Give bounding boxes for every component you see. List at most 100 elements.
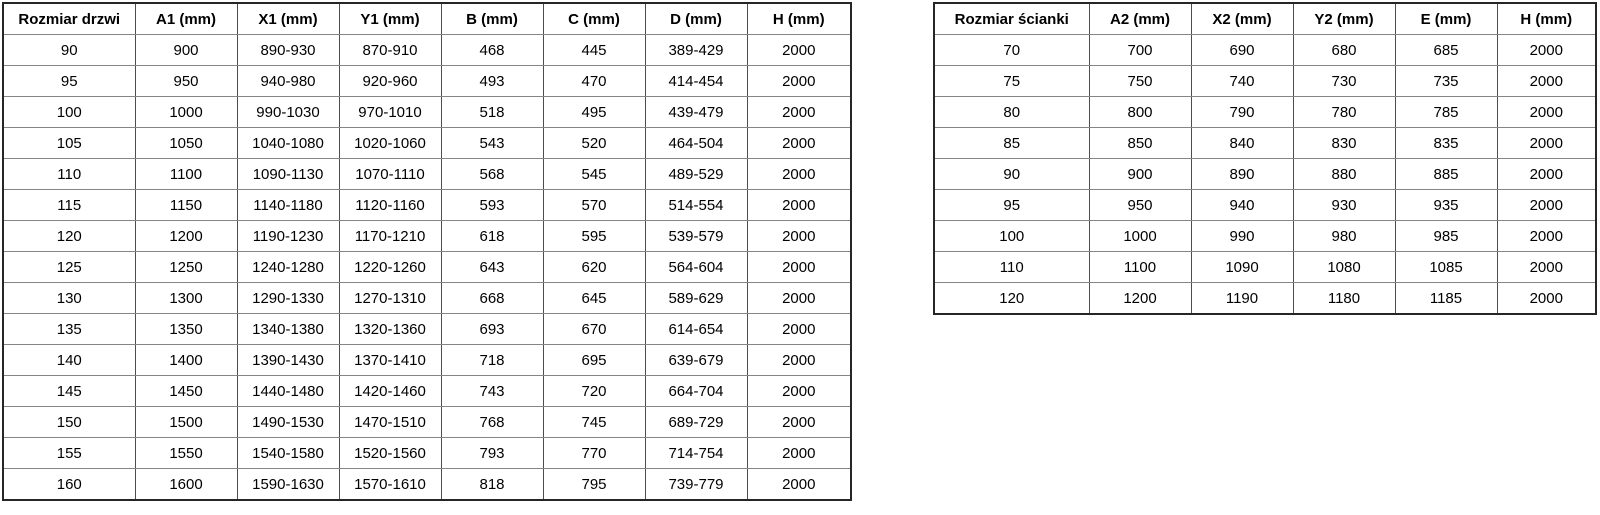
table-row: 120 1200 1190 1180 1185 2000 — [933, 282, 1597, 315]
table-cell: 940-980 — [236, 65, 340, 97]
header-row: Rozmiar ścianki A2 (mm) X2 (mm) Y2 (mm) E (m… — [933, 2, 1597, 35]
table-cell: 130 — [2, 282, 136, 314]
table-cell: 2000 — [746, 158, 852, 190]
table-cell: 570 — [542, 189, 646, 221]
table-cell: 880 — [1292, 158, 1396, 190]
table-cell: 920-960 — [338, 65, 442, 97]
table-cell: 614-654 — [644, 313, 748, 345]
table-cell: 2000 — [1496, 65, 1597, 97]
table-cell: 1390-1430 — [236, 344, 340, 376]
table-cell: 935 — [1394, 189, 1498, 221]
table-cell: 414-454 — [644, 65, 748, 97]
table-cell: 70 — [933, 34, 1090, 66]
table-cell: 735 — [1394, 65, 1498, 97]
table-cell: 2000 — [746, 220, 852, 252]
table-cell: 2000 — [746, 406, 852, 438]
table-cell: 695 — [542, 344, 646, 376]
door-table-body: 90 900 890-930 870-910 468 445 389-429 2000 95 95… — [2, 34, 852, 501]
table-cell: 145 — [2, 375, 136, 407]
table-row: 85 850 840 830 835 2000 — [933, 127, 1597, 159]
table-cell: 115 — [2, 189, 136, 221]
table-row: 95 950 940-980 920-960 493 470 414-454 2000 — [2, 65, 852, 97]
door-size-table: Rozmiar drzwi A1 (mm) X1 (mm) Y1 (mm) B (mm)… — [2, 2, 852, 501]
column-header: C (mm) — [542, 2, 646, 35]
wall-size-table: Rozmiar ścianki A2 (mm) X2 (mm) Y2 (mm) E (m… — [933, 2, 1597, 315]
table-cell: 95 — [2, 65, 136, 97]
table-cell: 970-1010 — [338, 96, 442, 128]
table-cell: 745 — [542, 406, 646, 438]
table-cell: 489-529 — [644, 158, 748, 190]
table-cell: 155 — [2, 437, 136, 469]
table-cell: 1085 — [1394, 251, 1498, 283]
table-cell: 140 — [2, 344, 136, 376]
table-cell: 870-910 — [338, 34, 442, 66]
table-cell: 1270-1310 — [338, 282, 442, 314]
table-cell: 643 — [440, 251, 544, 283]
table-cell: 90 — [933, 158, 1090, 190]
table-cell: 793 — [440, 437, 544, 469]
table-cell: 720 — [542, 375, 646, 407]
table-cell: 890 — [1190, 158, 1294, 190]
table-cell: 1000 — [134, 96, 238, 128]
table-cell: 120 — [2, 220, 136, 252]
table-cell: 685 — [1394, 34, 1498, 66]
table-cell: 1200 — [1088, 282, 1192, 315]
table-cell: 1350 — [134, 313, 238, 345]
table-cell: 2000 — [746, 34, 852, 66]
table-row: 120 1200 1190-1230 1170-1210 618 595 539-579 20… — [2, 220, 852, 252]
table-cell: 2000 — [1496, 282, 1597, 315]
table-cell: 795 — [542, 468, 646, 501]
table-cell: 2000 — [746, 468, 852, 501]
column-header: H (mm) — [746, 2, 852, 35]
table-cell: 930 — [1292, 189, 1396, 221]
table-cell: 2000 — [1496, 251, 1597, 283]
table-row: 160 1600 1590-1630 1570-1610 818 795 739-779 20… — [2, 468, 852, 501]
table-cell: 545 — [542, 158, 646, 190]
table-cell: 2000 — [746, 375, 852, 407]
table-cell: 1400 — [134, 344, 238, 376]
table-cell: 890-930 — [236, 34, 340, 66]
table-cell: 100 — [2, 96, 136, 128]
table-cell: 1540-1580 — [236, 437, 340, 469]
table-cell: 2000 — [1496, 127, 1597, 159]
table-cell: 595 — [542, 220, 646, 252]
table-row: 80 800 790 780 785 2000 — [933, 96, 1597, 128]
table-cell: 1190 — [1190, 282, 1294, 315]
table-cell: 1340-1380 — [236, 313, 340, 345]
table-cell: 2000 — [1496, 158, 1597, 190]
column-header: Rozmiar drzwi — [2, 2, 136, 35]
table-row: 100 1000 990 980 985 2000 — [933, 220, 1597, 252]
table-cell: 790 — [1190, 96, 1294, 128]
column-header: H (mm) — [1496, 2, 1597, 35]
table-cell: 445 — [542, 34, 646, 66]
table-cell: 470 — [542, 65, 646, 97]
table-cell: 1290-1330 — [236, 282, 340, 314]
table-cell: 714-754 — [644, 437, 748, 469]
table-cell: 2000 — [746, 313, 852, 345]
table-cell: 439-479 — [644, 96, 748, 128]
table-cell: 543 — [440, 127, 544, 159]
table-cell: 620 — [542, 251, 646, 283]
table-cell: 639-679 — [644, 344, 748, 376]
table-cell: 818 — [440, 468, 544, 501]
table-cell: 1050 — [134, 127, 238, 159]
table-cell: 768 — [440, 406, 544, 438]
table-cell: 693 — [440, 313, 544, 345]
table-cell: 2000 — [746, 189, 852, 221]
table-cell: 770 — [542, 437, 646, 469]
table-cell: 985 — [1394, 220, 1498, 252]
table-cell: 835 — [1394, 127, 1498, 159]
table-cell: 980 — [1292, 220, 1396, 252]
table-cell: 645 — [542, 282, 646, 314]
column-header: D (mm) — [644, 2, 748, 35]
column-header: X1 (mm) — [236, 2, 340, 35]
table-cell: 1020-1060 — [338, 127, 442, 159]
table-cell: 593 — [440, 189, 544, 221]
table-cell: 830 — [1292, 127, 1396, 159]
table-row: 125 1250 1240-1280 1220-1260 643 620 564-604 20… — [2, 251, 852, 283]
table-cell: 1100 — [134, 158, 238, 190]
table-cell: 1590-1630 — [236, 468, 340, 501]
column-header: B (mm) — [440, 2, 544, 35]
table-cell: 940 — [1190, 189, 1294, 221]
table-cell: 780 — [1292, 96, 1396, 128]
